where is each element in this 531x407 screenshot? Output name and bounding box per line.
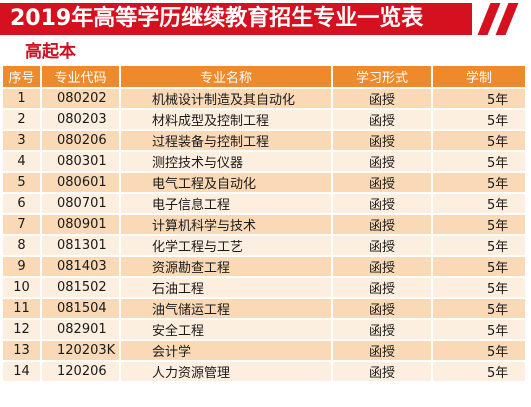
cell-no: 8 xyxy=(3,235,42,257)
cell-no: 7 xyxy=(3,214,42,236)
cell-no: 9 xyxy=(3,256,42,278)
cell-code: 081504 xyxy=(41,298,121,320)
section-subtitle: 高起本 xyxy=(25,42,76,62)
cell-code: 081403 xyxy=(41,256,121,278)
cell-code: 080203 xyxy=(41,109,121,131)
cell-name: 测控技术与仪器 xyxy=(120,151,333,173)
cell-length: 5年 xyxy=(432,130,525,152)
cell-mode: 函授 xyxy=(332,109,433,131)
cell-name: 会计学 xyxy=(120,340,333,362)
cell-length: 5年 xyxy=(432,172,525,194)
cell-name: 材料成型及控制工程 xyxy=(120,109,333,131)
table-row: 7 080901 计算机科学与技术 函授 5年 xyxy=(3,214,525,236)
cell-name: 过程装备与控制工程 xyxy=(120,130,333,152)
cell-mode: 函授 xyxy=(332,361,433,383)
cell-length: 5年 xyxy=(432,361,525,383)
table-row: 14 120206 人力资源管理 函授 5年 xyxy=(3,361,525,383)
cell-name: 人力资源管理 xyxy=(120,361,333,383)
cell-no: 5 xyxy=(3,172,42,194)
cell-code: 080206 xyxy=(41,130,121,152)
table-row: 12 082901 安全工程 函授 5年 xyxy=(3,319,525,341)
cell-no: 12 xyxy=(3,319,42,341)
majors-table: 序号 专业代码 专业名称 学习形式 学制 1 080202 机械设计制造及其自动… xyxy=(3,66,525,383)
table-row: 2 080203 材料成型及控制工程 函授 5年 xyxy=(3,109,525,131)
cell-length: 5年 xyxy=(432,256,525,278)
cell-name: 计算机科学与技术 xyxy=(120,214,333,236)
cell-no: 11 xyxy=(3,298,42,320)
cell-no: 2 xyxy=(3,109,42,131)
cell-name: 电气工程及自动化 xyxy=(120,172,333,194)
cell-length: 5年 xyxy=(432,151,525,173)
cell-code: 082901 xyxy=(41,319,121,341)
cell-code: 080701 xyxy=(41,193,121,215)
table-body: 1 080202 机械设计制造及其自动化 函授 5年 2 080203 材料成型… xyxy=(3,88,525,383)
cell-mode: 函授 xyxy=(332,277,433,299)
cell-length: 5年 xyxy=(432,214,525,236)
cell-code: 080202 xyxy=(41,88,121,110)
cell-length: 5年 xyxy=(432,319,525,341)
cell-name: 安全工程 xyxy=(120,319,333,341)
cell-code: 080301 xyxy=(41,151,121,173)
cell-mode: 函授 xyxy=(332,151,433,173)
table-row: 4 080301 测控技术与仪器 函授 5年 xyxy=(3,151,525,173)
cell-no: 6 xyxy=(3,193,42,215)
header-no: 序号 xyxy=(3,66,42,89)
cell-length: 5年 xyxy=(432,340,525,362)
cell-mode: 函授 xyxy=(332,172,433,194)
cell-mode: 函授 xyxy=(332,340,433,362)
cell-code: 080601 xyxy=(41,172,121,194)
header-length: 学制 xyxy=(432,66,525,89)
cell-length: 5年 xyxy=(432,277,525,299)
cell-mode: 函授 xyxy=(332,319,433,341)
cell-code: 120206 xyxy=(41,361,121,383)
table-row: 9 081403 资源勘查工程 函授 5年 xyxy=(3,256,525,278)
cell-length: 5年 xyxy=(432,298,525,320)
cell-code: 120203K xyxy=(41,340,121,362)
banner-bar xyxy=(0,3,472,35)
cell-code: 081301 xyxy=(41,235,121,257)
cell-mode: 函授 xyxy=(332,214,433,236)
cell-length: 5年 xyxy=(432,109,525,131)
cell-mode: 函授 xyxy=(332,193,433,215)
cell-name: 资源勘查工程 xyxy=(120,256,333,278)
cell-name: 石油工程 xyxy=(120,277,333,299)
cell-mode: 函授 xyxy=(332,88,433,110)
cell-no: 14 xyxy=(3,361,42,383)
table-row: 11 081504 油气储运工程 函授 5年 xyxy=(3,298,525,320)
cell-mode: 函授 xyxy=(332,130,433,152)
cell-name: 化学工程与工艺 xyxy=(120,235,333,257)
cell-mode: 函授 xyxy=(332,256,433,278)
table-row: 5 080601 电气工程及自动化 函授 5年 xyxy=(3,172,525,194)
cell-code: 081502 xyxy=(41,277,121,299)
banner-stripe-2 xyxy=(495,3,519,35)
cell-no: 4 xyxy=(3,151,42,173)
cell-no: 3 xyxy=(3,130,42,152)
cell-no: 13 xyxy=(3,340,42,362)
cell-mode: 函授 xyxy=(332,298,433,320)
cell-length: 5年 xyxy=(432,193,525,215)
header-name: 专业名称 xyxy=(120,66,333,89)
table-header-row: 序号 专业代码 专业名称 学习形式 学制 xyxy=(3,66,525,89)
cell-no: 1 xyxy=(3,88,42,110)
cell-name: 机械设计制造及其自动化 xyxy=(120,88,333,110)
header-code: 专业代码 xyxy=(41,66,121,89)
table-row: 6 080701 电子信息工程 函授 5年 xyxy=(3,193,525,215)
table-row: 10 081502 石油工程 函授 5年 xyxy=(3,277,525,299)
title-banner: 2019年高等学历继续教育招生专业一览表 xyxy=(0,3,520,35)
cell-length: 5年 xyxy=(432,235,525,257)
table-row: 3 080206 过程装备与控制工程 函授 5年 xyxy=(3,130,525,152)
table-row: 1 080202 机械设计制造及其自动化 函授 5年 xyxy=(3,88,525,110)
cell-name: 油气储运工程 xyxy=(120,298,333,320)
cell-no: 10 xyxy=(3,277,42,299)
cell-name: 电子信息工程 xyxy=(120,193,333,215)
header-mode: 学习形式 xyxy=(332,66,433,89)
table-row: 8 081301 化学工程与工艺 函授 5年 xyxy=(3,235,525,257)
table-row: 13 120203K 会计学 函授 5年 xyxy=(3,340,525,362)
cell-mode: 函授 xyxy=(332,235,433,257)
page-title: 2019年高等学历继续教育招生专业一览表 xyxy=(10,6,424,31)
cell-length: 5年 xyxy=(432,88,525,110)
cell-code: 080901 xyxy=(41,214,121,236)
